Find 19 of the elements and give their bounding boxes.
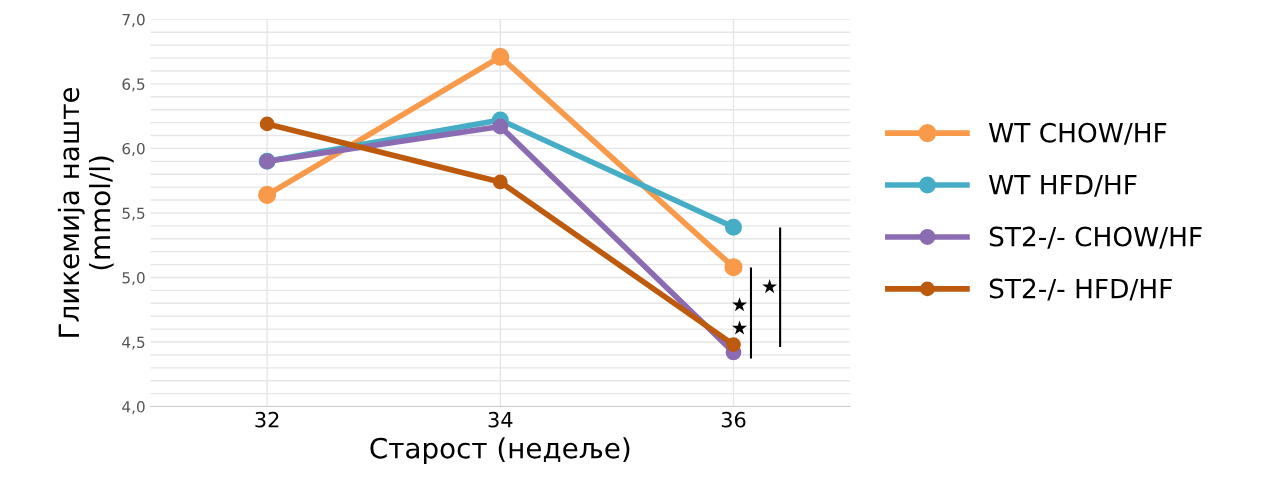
annotation: ★ (732, 297, 747, 312)
y-tick-label: 5,5 (122, 207, 145, 221)
y-tick-label: 4,0 (122, 401, 145, 415)
annotation: ★ (732, 320, 747, 335)
legend-label: ST2-/- CHOW/HF (989, 226, 1202, 249)
y-tick-label: 6,5 (122, 78, 145, 92)
x-tick-label: 32 (255, 411, 279, 428)
legend-label: ST2-/- HFD/HF (989, 278, 1172, 301)
legend-label: WT CHOW/HF (988, 122, 1167, 145)
y-tick-label: 5,0 (122, 271, 145, 286)
x-tick-label: 34 (488, 411, 513, 428)
x-axis-title: Старост (недеље) (370, 437, 630, 465)
y-tick-label: 7,0 (122, 13, 145, 27)
legend-label: WT HFD/HF (988, 175, 1137, 197)
x-tick-label: 36 (721, 411, 746, 428)
y-axis-title: Гликемија наште (mmol/l) (57, 87, 114, 337)
y-tick-label: 4,5 (122, 336, 145, 350)
y-tick-label: 6,0 (122, 142, 145, 157)
annotation: ★ (762, 278, 778, 294)
